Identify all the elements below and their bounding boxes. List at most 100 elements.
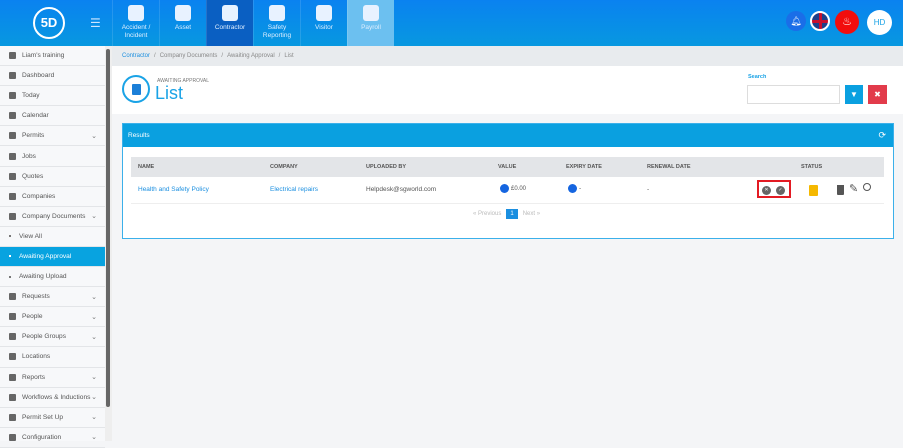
nav-tile-contractor[interactable]: Contractor [206, 0, 253, 46]
sidebar-item-calendar[interactable]: Calendar [0, 106, 105, 127]
sidebar-item-reports[interactable]: Reports ⌄ [0, 368, 105, 388]
chevron-down-icon[interactable]: ⌄ [91, 213, 97, 221]
previous-page[interactable]: « Previous [473, 211, 502, 217]
expiry-date: - [579, 185, 582, 193]
chevron-down-icon[interactable]: ⌄ [91, 293, 97, 301]
chevron-down-icon[interactable]: ⌄ [91, 434, 97, 442]
refresh-icon[interactable]: ⟳ [878, 130, 886, 140]
logo[interactable]: 5D [33, 7, 65, 39]
sidebar-item-awaiting-upload[interactable]: Awaiting Upload [0, 267, 105, 288]
chevron-down-icon[interactable]: ⌄ [91, 414, 97, 422]
chevron-down-icon[interactable]: ⌄ [91, 374, 97, 382]
value: £0.00 [511, 186, 527, 193]
sidebar-item-today[interactable]: Today [0, 86, 105, 107]
chevron-down-icon[interactable]: ⌄ [91, 333, 97, 341]
sidebar: Liam's training Dashboard Today Calendar Per… [0, 46, 105, 448]
minus-circle-icon[interactable] [568, 184, 577, 193]
chevron-down-icon[interactable]: ⌄ [91, 313, 97, 321]
col-company[interactable]: COMPANY [270, 164, 298, 170]
search-input[interactable] [747, 85, 840, 104]
sidebar-item-people-groups[interactable]: People Groups ⌄ [0, 327, 105, 348]
company-link[interactable]: Electrical repairs [270, 186, 319, 193]
quotes-icon [9, 172, 16, 180]
sidebar-item-configuration[interactable]: Configuration ⌄ [0, 428, 105, 448]
sidebar-item-label: Awaiting Upload [19, 273, 67, 281]
delete-icon[interactable] [837, 185, 844, 195]
reject-button[interactable]: ✕ [762, 186, 771, 195]
bell-icon[interactable]: 🔔︎ [786, 11, 806, 31]
reports-icon [9, 373, 16, 381]
nav-tile-payroll[interactable]: Payroll [347, 0, 394, 46]
sidebar-item-label: Permits [22, 132, 45, 140]
chevron-down-icon[interactable]: ⌄ [91, 394, 97, 402]
uploaded-by: Helpdesk@sgworld.com [366, 186, 437, 193]
sidebar-item-label: Dashboard [22, 72, 55, 80]
col-renewal-date[interactable]: RENEWAL DATE [647, 164, 691, 170]
nav-tile-accident-incident[interactable]: Accident / Incident [112, 0, 159, 46]
people-icon [9, 313, 16, 321]
sidebar-item-label: Companies [22, 192, 56, 200]
document-name-link[interactable]: Health and Safety Policy [138, 186, 209, 193]
approval-actions-highlight: ✕ ✓ [757, 180, 791, 198]
nav-tile-asset[interactable]: Asset [159, 0, 206, 46]
sidebar-item-locations[interactable]: Locations [0, 347, 105, 368]
breadcrumb-company-documents[interactable]: Company Documents [159, 53, 218, 59]
company-documents-icon [9, 212, 16, 220]
clear-search-button[interactable]: ✖ [868, 85, 887, 104]
breadcrumb-awaiting-approval[interactable]: Awaiting Approval [227, 53, 275, 59]
sidebar-item-requests[interactable]: Requests ⌄ [0, 287, 105, 308]
nav-tile-label: Contractor [214, 24, 246, 31]
col-uploaded-by[interactable]: UPLOADED BY [366, 164, 407, 170]
visitor-icon [316, 5, 332, 21]
sidebar-item-label: Workflows & Inductions [22, 393, 91, 401]
breadcrumb-contractor[interactable]: Contractor [122, 53, 151, 59]
bullet-icon [9, 255, 11, 258]
uk-flag-icon[interactable] [810, 11, 830, 31]
view-search-icon[interactable] [863, 183, 871, 191]
sidebar-item-dashboard[interactable]: Dashboard [0, 66, 105, 87]
documents-icon [122, 75, 150, 103]
page-1[interactable]: 1 [506, 209, 518, 219]
sidebar-item-liam-s-training[interactable]: Liam's training [0, 46, 105, 67]
menu-icon[interactable]: ☰ [90, 16, 101, 30]
sidebar-item-label: Today [22, 92, 40, 100]
flame-icon[interactable]: ♨ [835, 10, 859, 34]
today-icon [9, 92, 16, 100]
edit-icon[interactable]: ✎ [849, 183, 859, 195]
locations-icon [9, 353, 16, 361]
payroll-icon [363, 5, 379, 21]
sidebar-item-workflows-inductions[interactable]: Workflows & Inductions ⌄ [0, 388, 105, 408]
nav-tile-visitor[interactable]: Visitor [300, 0, 347, 46]
requests-icon [9, 293, 16, 301]
minus-circle-icon[interactable] [500, 184, 509, 193]
contractor-icon [222, 5, 238, 21]
close-icon: ✖ [874, 90, 881, 99]
sidebar-item-view-all[interactable]: View All [0, 227, 105, 247]
value-cell: £0.00 [500, 184, 526, 193]
sidebar-item-awaiting-approval[interactable]: Awaiting Approval [0, 246, 105, 268]
sidebar-item-jobs[interactable]: Jobs [0, 146, 105, 167]
sidebar-item-label: People Groups [22, 333, 66, 341]
col-expiry-date[interactable]: EXPIRY DATE [566, 164, 602, 170]
table-header: NAME COMPANY UPLOADED BY VALUE EXPIRY DA… [131, 157, 884, 177]
filter-button[interactable]: ▼ [845, 85, 863, 104]
sidebar-item-label: Locations [22, 353, 51, 361]
liam-s-training-icon [9, 52, 16, 60]
sidebar-item-quotes[interactable]: Quotes [0, 167, 105, 187]
col-value[interactable]: VALUE [498, 164, 517, 170]
sidebar-item-permits[interactable]: Permits ⌄ [0, 126, 105, 147]
search-label: Search [748, 74, 767, 80]
document-pending-icon[interactable] [809, 185, 818, 196]
sidebar-scrollbar[interactable] [105, 46, 112, 441]
sidebar-item-permit-set-up[interactable]: Permit Set Up ⌄ [0, 408, 105, 428]
approve-button[interactable]: ✓ [776, 186, 785, 195]
sidebar-item-people[interactable]: People ⌄ [0, 307, 105, 328]
sidebar-item-companies[interactable]: Companies [0, 187, 105, 207]
col-name[interactable]: NAME [138, 164, 155, 170]
sidebar-item-company-documents[interactable]: Company Documents ⌄ [0, 207, 105, 227]
col-status: STATUS [801, 164, 823, 170]
nav-tile-safety-reporting[interactable]: Safety Reporting [253, 0, 300, 46]
next-page[interactable]: Next » [522, 211, 541, 217]
user-avatar[interactable]: HD [867, 10, 892, 35]
chevron-down-icon[interactable]: ⌄ [91, 132, 97, 140]
